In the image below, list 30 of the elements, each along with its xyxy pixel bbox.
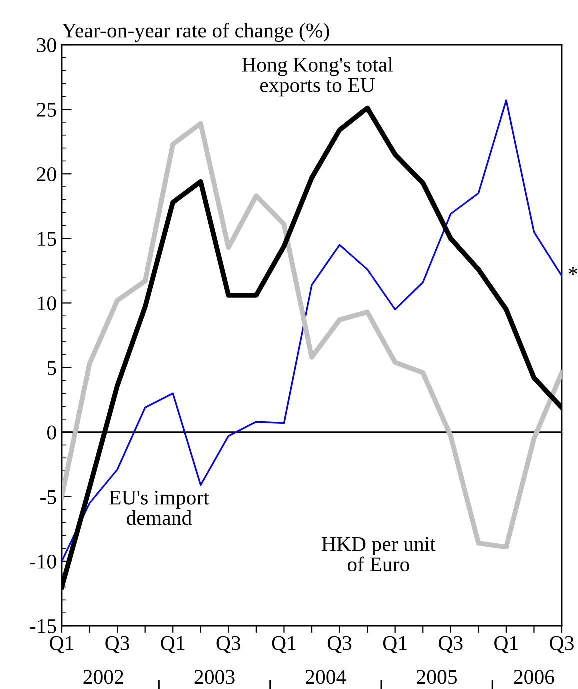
x-tick-label: Q1 (161, 636, 185, 654)
series-label: Hong Kong's total exports to EU (242, 57, 394, 97)
x-tick-label: Q3 (216, 636, 241, 654)
x-tick-label: Q3 (328, 636, 352, 654)
series-label: HKD per unit of Euro (322, 537, 436, 572)
text: 2006 (514, 670, 554, 684)
x-tick-label: Q3 (106, 636, 130, 654)
x-tick-label: Q3 (550, 636, 574, 654)
x-tick-label: Q1 (494, 636, 518, 654)
series-label: EU's import demand (110, 490, 210, 526)
y-tick-label: 30 (37, 38, 56, 52)
y-tick-label: 15 (38, 232, 56, 246)
y-tick-label: 25 (37, 102, 56, 117)
x-tick-label: Q1 (272, 636, 296, 654)
y-tick-label: -15 (30, 619, 56, 634)
y-tick-label: 5 (48, 361, 56, 376)
x-tick-label: Q1 (50, 636, 74, 654)
y-tick-label: -5 (40, 490, 56, 504)
y-tick-label: 20 (37, 167, 56, 182)
text: 2005 (417, 670, 458, 684)
text: 2004 (306, 670, 346, 684)
y-axis-title: Year-on-year rate of change (%) (62, 22, 330, 42)
text: 2003 (194, 670, 235, 684)
text: * (569, 267, 578, 276)
text: 2002 (84, 670, 124, 684)
y-tick-label: 10 (38, 296, 56, 311)
x-tick-label: Q1 (383, 636, 407, 654)
y-tick-label: 0 (48, 426, 56, 440)
x-tick-label: Q3 (439, 636, 463, 654)
y-tick-label: -10 (30, 554, 56, 569)
